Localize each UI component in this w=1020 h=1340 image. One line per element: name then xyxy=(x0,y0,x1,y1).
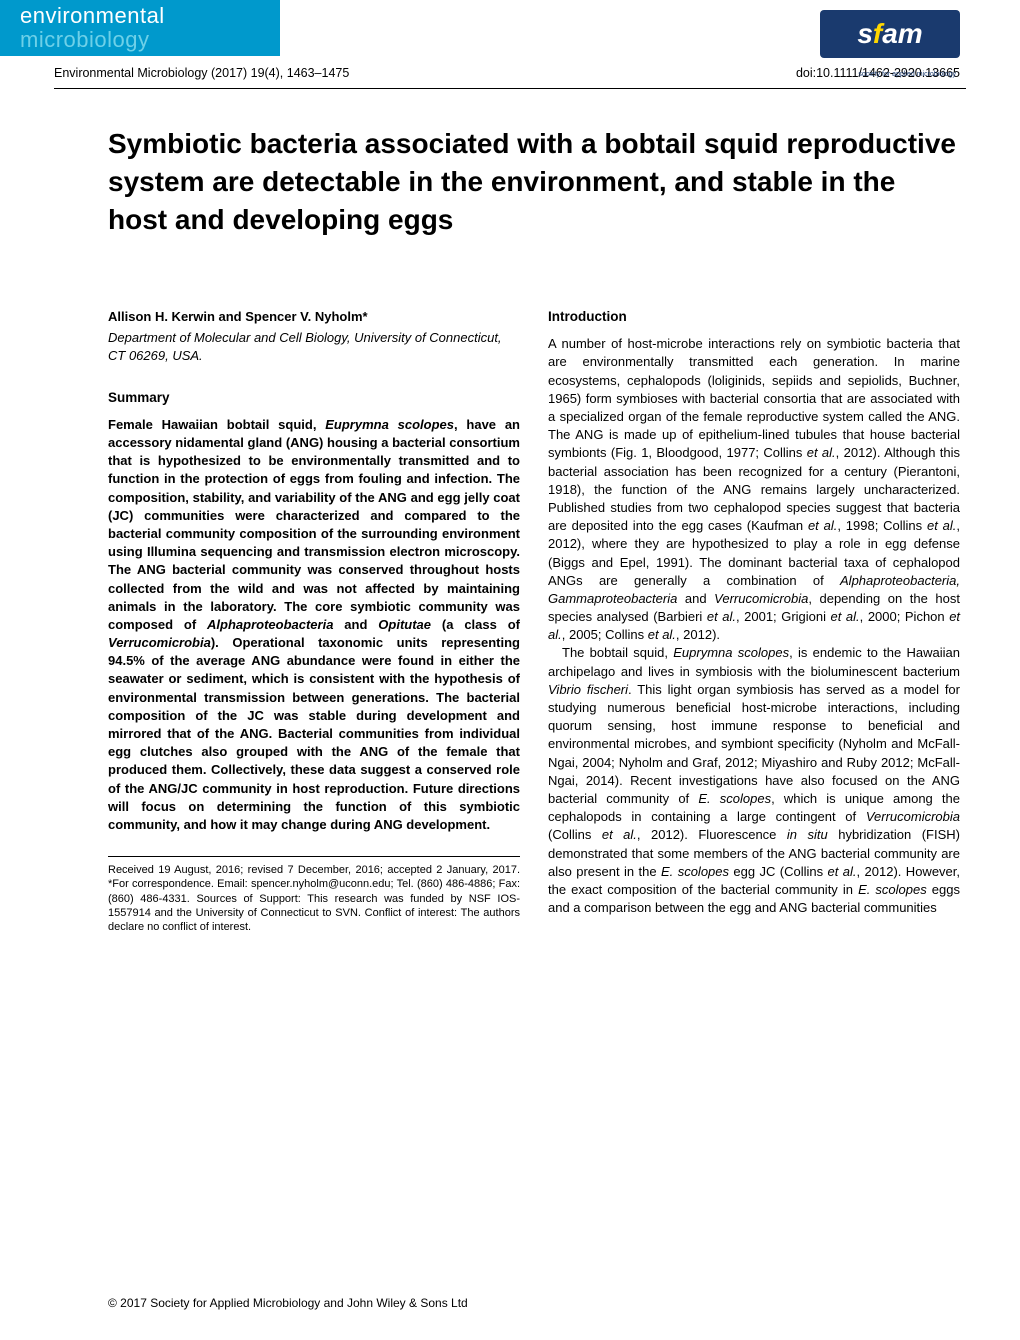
right-column: Introduction A number of host-microbe in… xyxy=(548,308,960,934)
summary-heading: Summary xyxy=(108,389,520,408)
summary-body: Female Hawaiian bobtail squid, Euprymna … xyxy=(108,416,520,834)
introduction-heading: Introduction xyxy=(548,308,960,327)
journal-reference: Environmental Microbiology (2017) 19(4),… xyxy=(54,66,349,80)
publisher-logo: sfam society for applied microbiology xyxy=(820,10,960,78)
footnote-divider xyxy=(108,856,520,857)
intro-para-1: A number of host-microbe interactions re… xyxy=(548,335,960,644)
article-title: Symbiotic bacteria associated with a bob… xyxy=(0,89,1020,238)
brand-line-1: environmental xyxy=(20,4,280,28)
two-column-body: Allison H. Kerwin and Spencer V. Nyholm*… xyxy=(0,238,1020,934)
author-names: Allison H. Kerwin and Spencer V. Nyholm* xyxy=(108,308,520,326)
left-column: Allison H. Kerwin and Spencer V. Nyholm*… xyxy=(108,308,520,934)
footnote: Received 19 August, 2016; revised 7 Dece… xyxy=(108,863,520,934)
intro-para-2: The bobtail squid, Euprymna scolopes, is… xyxy=(548,644,960,917)
brand-line-2: microbiology xyxy=(20,28,280,52)
introduction-body: A number of host-microbe interactions re… xyxy=(548,335,960,917)
journal-brand-banner: environmental microbiology xyxy=(0,0,280,56)
author-affiliation: Department of Molecular and Cell Biology… xyxy=(108,329,520,365)
copyright-line: © 2017 Society for Applied Microbiology … xyxy=(108,1296,468,1310)
sfam-logo-badge: sfam xyxy=(820,10,960,58)
sfam-logo-text: sfam xyxy=(857,18,922,50)
sfam-logo-subtitle: society for applied microbiology xyxy=(858,71,956,78)
